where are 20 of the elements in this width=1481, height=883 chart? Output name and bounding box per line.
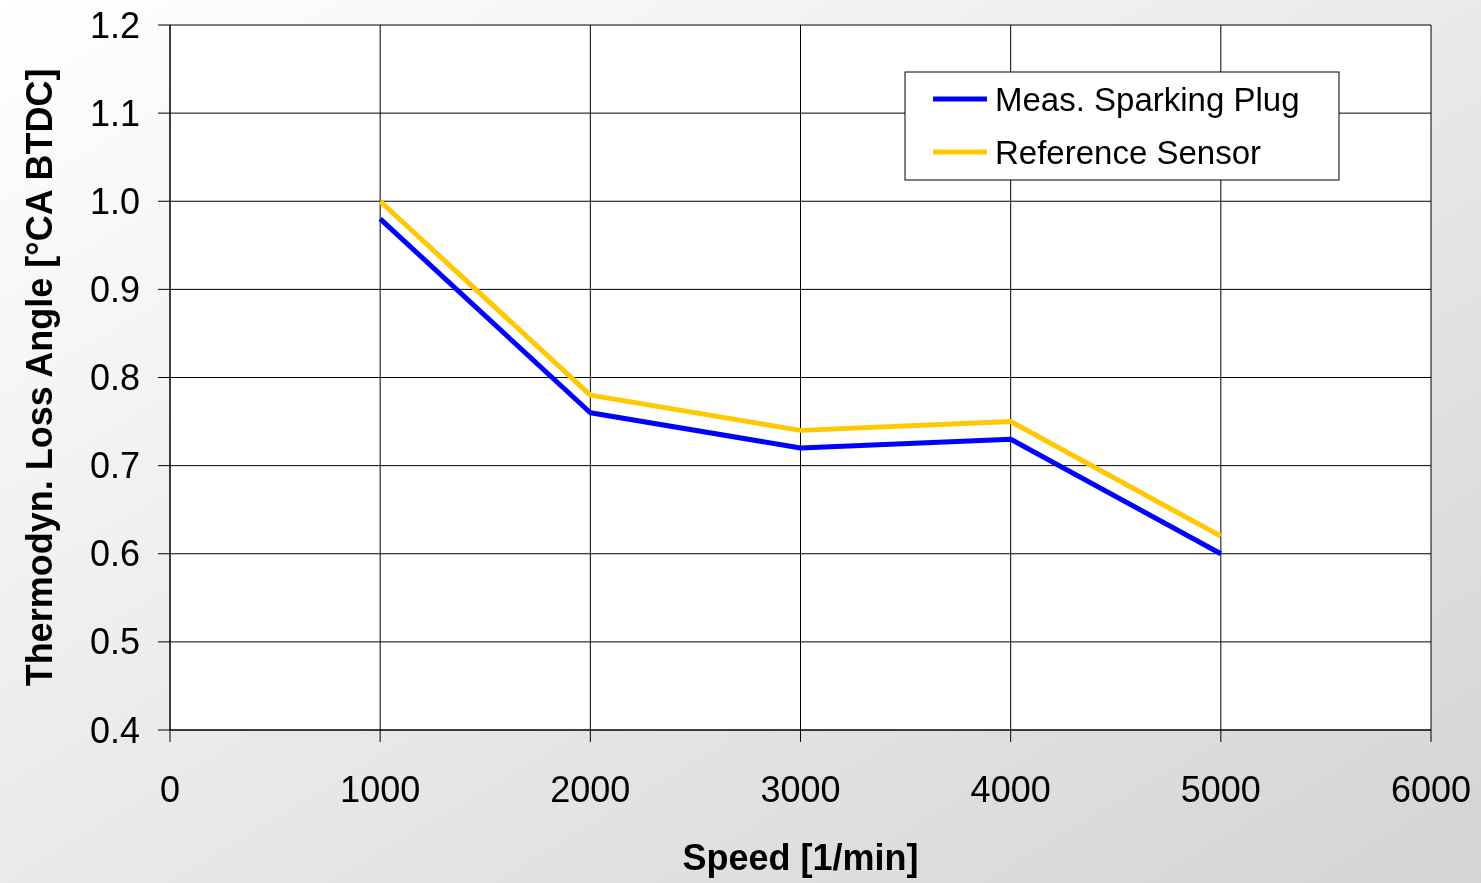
x-tick-label: 1000 bbox=[340, 769, 421, 810]
x-axis-title: Speed [1/min] bbox=[682, 837, 919, 878]
y-tick-label: 0.8 bbox=[89, 357, 140, 399]
y-axis-title: Thermodyn. Loss Angle [°CA BTDC] bbox=[19, 68, 60, 687]
y-tick-label: 0.6 bbox=[89, 533, 140, 575]
y-tick-label: 0.4 bbox=[89, 709, 140, 751]
x-tick-label: 0 bbox=[159, 769, 181, 810]
y-tick-label: 0.5 bbox=[89, 621, 140, 663]
x-tick-label: 2000 bbox=[550, 769, 631, 810]
x-tick-label: 5000 bbox=[1180, 769, 1261, 810]
y-tick-label: 0.7 bbox=[89, 445, 140, 487]
y-tick-label: 1.2 bbox=[89, 4, 140, 46]
x-tick-label: 4000 bbox=[970, 769, 1051, 810]
x-tick-label: 3000 bbox=[760, 769, 841, 810]
legend-label: Reference Sensor bbox=[995, 133, 1261, 171]
y-tick-label: 0.9 bbox=[89, 268, 140, 310]
legend-label: Meas. Sparking Plug bbox=[995, 80, 1300, 118]
y-tick-label: 1.1 bbox=[89, 92, 140, 134]
y-tick-label: 1.0 bbox=[89, 180, 140, 222]
x-tick-label: 6000 bbox=[1390, 769, 1472, 810]
